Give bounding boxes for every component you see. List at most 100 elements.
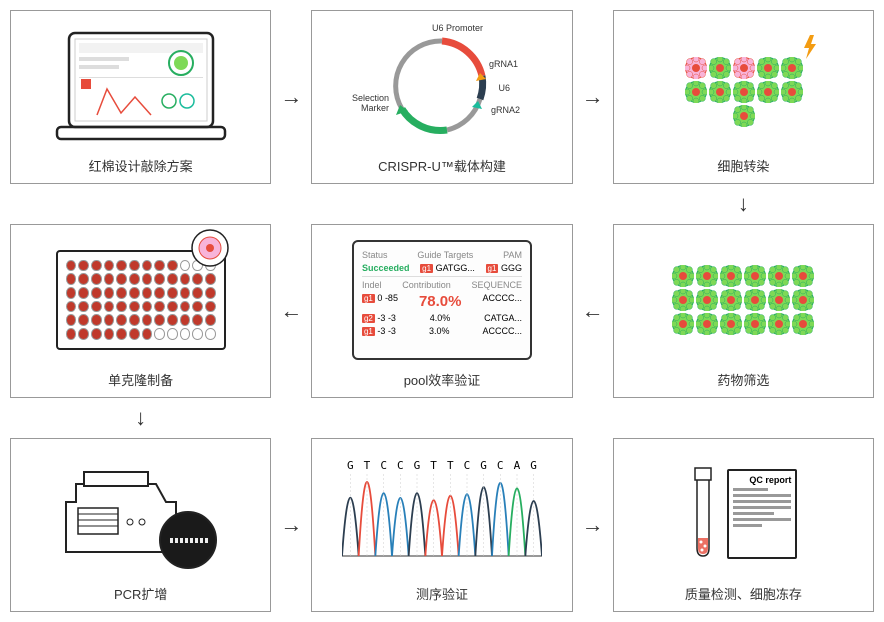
well [78, 328, 89, 340]
bio-cell-icon [696, 289, 718, 311]
well [205, 287, 216, 299]
base-letter: G [414, 459, 421, 472]
bio-cell-icon [720, 265, 742, 287]
well [167, 273, 178, 285]
sequence-header: SEQUENCE [471, 280, 522, 290]
well [129, 328, 140, 340]
bio-cell-icon [733, 81, 755, 103]
laptop-dashboard-icon [19, 19, 262, 152]
well [116, 328, 127, 340]
base-letter: G [480, 459, 487, 472]
step-7-pcr: PCR扩增 [10, 438, 271, 612]
bio-cell-icon [685, 81, 707, 103]
arrow-right-icon: → [271, 438, 311, 612]
step-6-label: 单克隆制备 [108, 370, 173, 389]
base-letter: G [530, 459, 537, 472]
bio-cell-icon [672, 289, 694, 311]
well [66, 301, 77, 313]
well [66, 328, 77, 340]
well [192, 287, 203, 299]
base-letter: A [514, 459, 521, 472]
main-percentage: 78.0% [419, 293, 462, 310]
bio-cell-icon [709, 81, 731, 103]
arrow-right-icon: → [573, 438, 613, 612]
well [129, 301, 140, 313]
well [205, 273, 216, 285]
bio-cell-icon [792, 265, 814, 287]
well [192, 301, 203, 313]
bio-cell-icon [757, 57, 779, 79]
well [116, 301, 127, 313]
well [66, 260, 77, 272]
bio-cell-icon [733, 105, 755, 127]
well [129, 314, 140, 326]
well [205, 314, 216, 326]
bio-cell-icon [781, 57, 803, 79]
well [91, 301, 102, 313]
u6-label: U6 [498, 83, 510, 93]
base-letter: C [397, 459, 404, 472]
doc-title: QC report [733, 475, 791, 485]
base-letter: T [364, 459, 371, 472]
bio-cell-icon [792, 313, 814, 335]
well [180, 301, 191, 313]
well [66, 273, 77, 285]
well [129, 260, 140, 272]
well [154, 287, 165, 299]
pam-header: PAM [503, 250, 522, 260]
status-header: Status [362, 250, 388, 260]
step-5-pool-validation: Status Guide Targets PAM Succeeded g1 GA… [311, 224, 572, 398]
arrow-right-icon: → [573, 10, 613, 184]
grna1-label: gRNA1 [489, 59, 518, 69]
well [66, 287, 77, 299]
well [91, 314, 102, 326]
well [142, 287, 153, 299]
bio-cell-icon [672, 313, 694, 335]
step-2-label: CRISPR-U™载体构建 [378, 156, 506, 175]
well [116, 273, 127, 285]
well [154, 301, 165, 313]
well [78, 287, 89, 299]
step-8-sequencing: GTCCGTTCGCAG 测序验证 [311, 438, 572, 612]
well [142, 314, 153, 326]
step-9-qc-storage: QC report 质量检测、细胞冻存 [613, 438, 874, 612]
well [104, 314, 115, 326]
step-8-label: 测序验证 [416, 584, 468, 603]
step-3-label: 细胞转染 [717, 156, 769, 175]
arrow-down-icon: ↓ [613, 184, 874, 224]
bio-cell-icon [733, 57, 755, 79]
base-letter: C [464, 459, 471, 472]
step-4-drug-screen: 药物筛选 [613, 224, 874, 398]
bio-cell-icon [744, 265, 766, 287]
bio-cell-icon [685, 57, 707, 79]
magnify-cell-icon [188, 226, 232, 270]
well [180, 328, 191, 340]
well [116, 314, 127, 326]
plasmid-icon: U6 Promoter gRNA1 U6 gRNA2 Selection Mar… [320, 19, 563, 152]
well [192, 273, 203, 285]
step-5-label: pool效率验证 [404, 370, 481, 389]
well [78, 273, 89, 285]
base-letter: C [497, 459, 504, 472]
bio-cell-icon [768, 265, 790, 287]
well [167, 314, 178, 326]
bio-cell-icon [768, 313, 790, 335]
g-tag: g1 [420, 264, 433, 273]
selection-marker-label: Selection Marker [352, 93, 389, 113]
step-6-monoclone: 单克隆制备 [10, 224, 271, 398]
chromatogram-icon: GTCCGTTCGCAG [320, 447, 563, 580]
report-sheet-icon: Status Guide Targets PAM Succeeded g1 GA… [320, 233, 563, 366]
bio-cell-icon [720, 289, 742, 311]
bio-cell-icon [757, 81, 779, 103]
well [167, 328, 178, 340]
step-7-label: PCR扩增 [114, 584, 167, 603]
well [129, 287, 140, 299]
guide-header: Guide Targets [417, 250, 473, 260]
bio-cell-icon [720, 313, 742, 335]
well [154, 314, 165, 326]
bio-cell-icon [744, 313, 766, 335]
well [104, 328, 115, 340]
arrow-left-icon: ← [573, 224, 613, 398]
well [142, 301, 153, 313]
tube-report-icon: QC report [622, 447, 865, 580]
